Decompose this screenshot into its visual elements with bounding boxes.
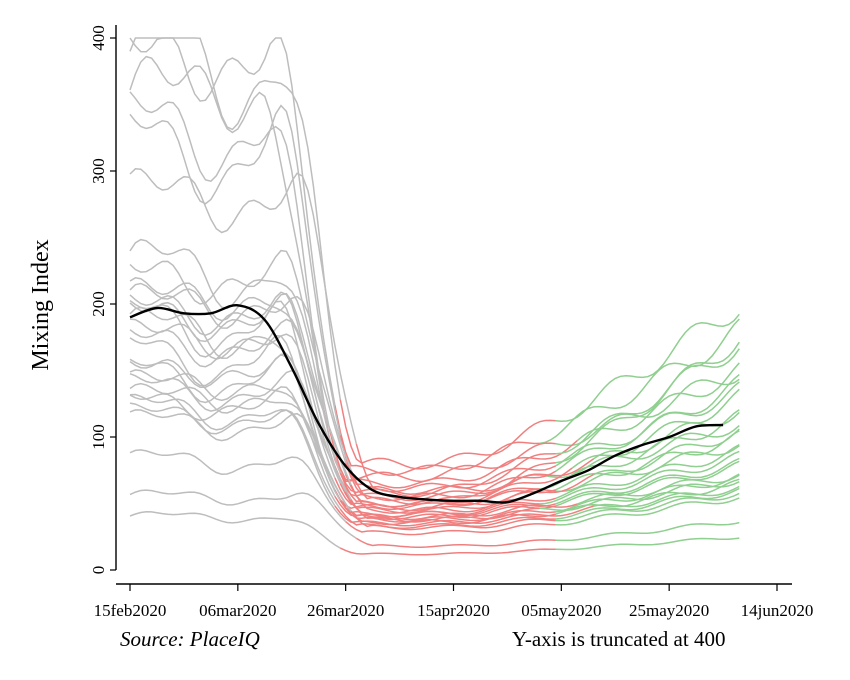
state-line-before [129, 318, 352, 486]
state-line-reopened [555, 457, 740, 505]
y-axis: 0 100 200 300 400 [89, 25, 117, 575]
x-tick-label: 26mar2020 [307, 601, 384, 620]
state-line-lockdown [339, 547, 556, 556]
state-line-lockdown [356, 537, 556, 548]
state-line-before [129, 104, 342, 436]
state-line-reopened [555, 487, 740, 520]
state-line-reopened [593, 485, 740, 508]
state-line-before [129, 353, 341, 496]
state-line-lockdown [339, 399, 556, 470]
state-line-reopened [555, 381, 740, 467]
y-tick-label: 200 [89, 291, 108, 317]
state-line-before [129, 489, 357, 540]
state-line-reopened [555, 537, 740, 551]
state-line-lockdown [350, 484, 557, 514]
state-line-before [129, 37, 336, 406]
state-series-group [129, 37, 740, 556]
state-line-before [129, 249, 347, 463]
state-line-lockdown [350, 461, 556, 505]
average-series-group [129, 304, 724, 504]
state-line-lockdown [345, 521, 556, 536]
state-line-reopened [555, 521, 740, 542]
x-tick-label: 15feb2020 [94, 601, 167, 620]
y-tick-label: 300 [89, 158, 108, 184]
state-line-reopened [555, 378, 740, 447]
state-line-reopened [555, 348, 740, 455]
state-line-lockdown [323, 410, 556, 483]
state-line-reopened [539, 318, 740, 445]
state-line-reopened [571, 388, 740, 469]
x-tick-label: 25may2020 [629, 601, 709, 620]
state-line-reopened [593, 428, 740, 476]
state-line-before [129, 292, 347, 475]
source-note: Source: PlaceIQ [120, 627, 260, 651]
truncation-note: Y-axis is truncated at 400 [512, 627, 725, 651]
state-line-before [129, 168, 358, 445]
state-line-reopened [555, 460, 740, 507]
x-axis: 15feb2020 06mar2020 26mar2020 15apr2020 05ma… [94, 583, 814, 620]
state-line-before [129, 511, 341, 549]
state-line-before [129, 409, 352, 512]
state-line-reopened [555, 473, 740, 513]
x-tick-label: 06mar2020 [199, 601, 276, 620]
state-line-before [129, 299, 336, 479]
y-axis-label: Mixing Index [28, 239, 54, 370]
state-line-reopened [555, 445, 740, 493]
state-line-reopened [539, 450, 740, 505]
state-line-before [129, 334, 336, 491]
state-line-lockdown [334, 505, 594, 527]
state-line-before [129, 449, 347, 523]
state-line-lockdown [334, 405, 540, 476]
state-line-reopened [555, 341, 740, 464]
state-line-reopened [539, 409, 740, 490]
y-tick-label: 400 [89, 25, 108, 51]
state-line-reopened [555, 374, 740, 472]
x-tick-label: 05may2020 [521, 601, 601, 620]
state-line-reopened [539, 481, 740, 512]
state-line-before [129, 282, 352, 471]
state-line-reopened [555, 492, 740, 522]
state-line-lockdown [328, 428, 578, 489]
state-line-reopened [555, 478, 740, 515]
state-line-before [129, 393, 336, 507]
state-line-lockdown [334, 495, 578, 521]
state-line-lockdown [350, 510, 556, 531]
average-line [129, 304, 724, 504]
state-line-reopened [555, 430, 740, 491]
state-line-before [129, 55, 325, 411]
state-line-reopened [577, 362, 740, 441]
x-tick-label: 15apr2020 [417, 601, 490, 620]
x-tick-label: 14jun2020 [741, 601, 814, 620]
state-line-reopened [555, 497, 740, 526]
state-line-reopened [555, 443, 740, 499]
state-line-lockdown [339, 473, 595, 514]
state-line-before [129, 91, 331, 430]
state-line-before [129, 402, 341, 510]
y-tick-label: 100 [89, 424, 108, 450]
y-tick-label: 0 [89, 566, 108, 575]
state-line-before [129, 386, 347, 505]
